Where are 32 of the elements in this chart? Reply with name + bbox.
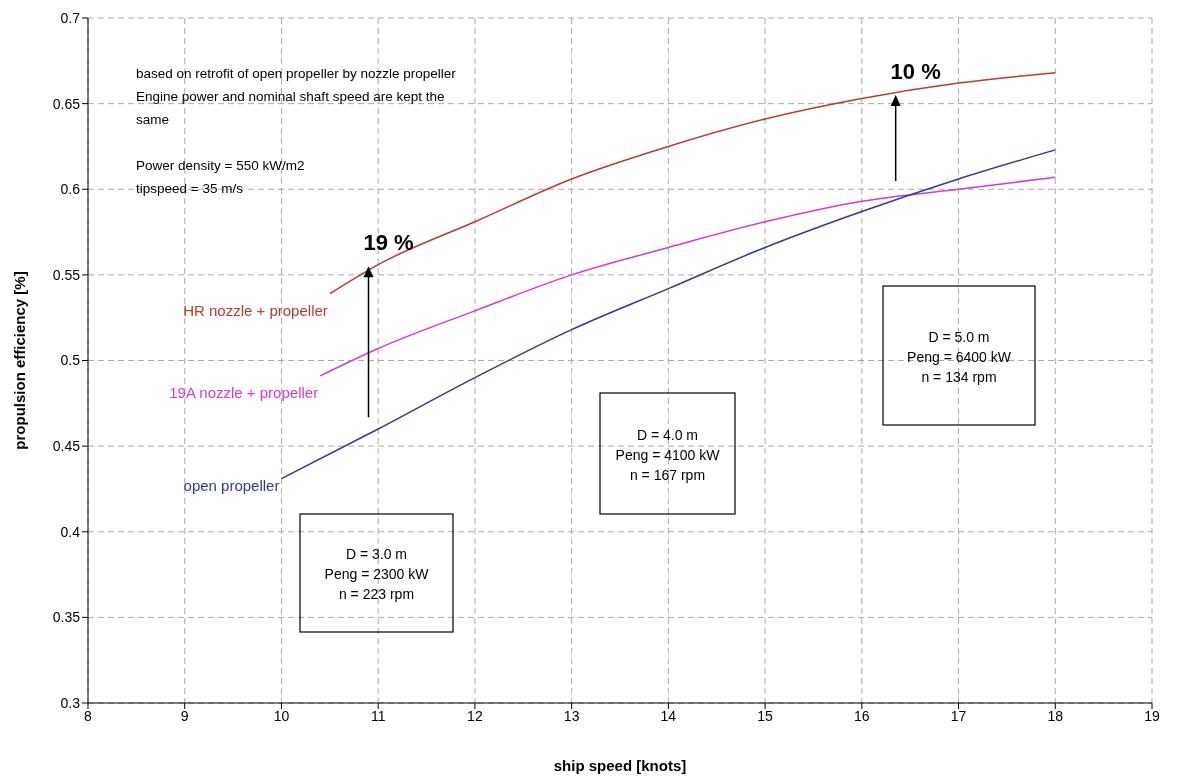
x-tick-label: 18 <box>1047 707 1064 724</box>
y-axis-title: propulsion efficiency [%] <box>11 271 29 450</box>
x-tick-label: 12 <box>467 707 483 724</box>
text: based on retrofit of open propeller by nozzle propeller Engine power and nominal shaft speed are kept the same Power density = 550 kW/m2 tipspeed = 35 m/s <box>136 66 456 196</box>
y-tick-label: 0.3 <box>60 694 81 711</box>
annotation: 19 % <box>363 230 414 256</box>
x-tick-label: 16 <box>854 707 870 724</box>
x-tick-label: 19 <box>1144 707 1160 724</box>
x-tick-label: 11 <box>370 707 386 724</box>
annotation: 10 % <box>890 59 941 85</box>
y-tick-label: 0.55 <box>52 266 81 283</box>
x-tick-label: 8 <box>84 707 93 724</box>
y-tick-label: 0.45 <box>52 438 81 455</box>
x-tick-label: 10 <box>273 707 290 724</box>
x-tick-label: 14 <box>660 707 677 724</box>
y-tick-label: 0.65 <box>52 95 81 112</box>
x-tick-label: 13 <box>563 707 580 724</box>
y-tick-label: 0.7 <box>60 9 81 26</box>
annotation: D = 3.0 m Peng = 2300 kW n = 223 rpm <box>324 546 430 602</box>
y-tick-label: 0.4 <box>60 523 81 540</box>
annotation: D = 5.0 m Peng = 6400 kW n = 134 rpm <box>907 328 1012 385</box>
x-tick-label: 15 <box>757 707 774 724</box>
series-label: open propeller <box>183 476 280 494</box>
y-tick-label: 0.6 <box>60 181 81 198</box>
x-tick-label: 17 <box>950 707 967 724</box>
series-label: HR nozzle + propeller <box>183 301 328 319</box>
y-tick-label: 0.35 <box>52 609 81 626</box>
annotation: D = 4.0 m Peng = 4100 kW n = 167 rpm <box>615 426 721 483</box>
y-tick-label: 0.5 <box>60 352 81 369</box>
series-label: 19A nozzle + propeller <box>169 383 319 401</box>
x-axis-title: ship speed [knots] <box>553 757 687 774</box>
x-tick-label: 9 <box>180 707 189 724</box>
